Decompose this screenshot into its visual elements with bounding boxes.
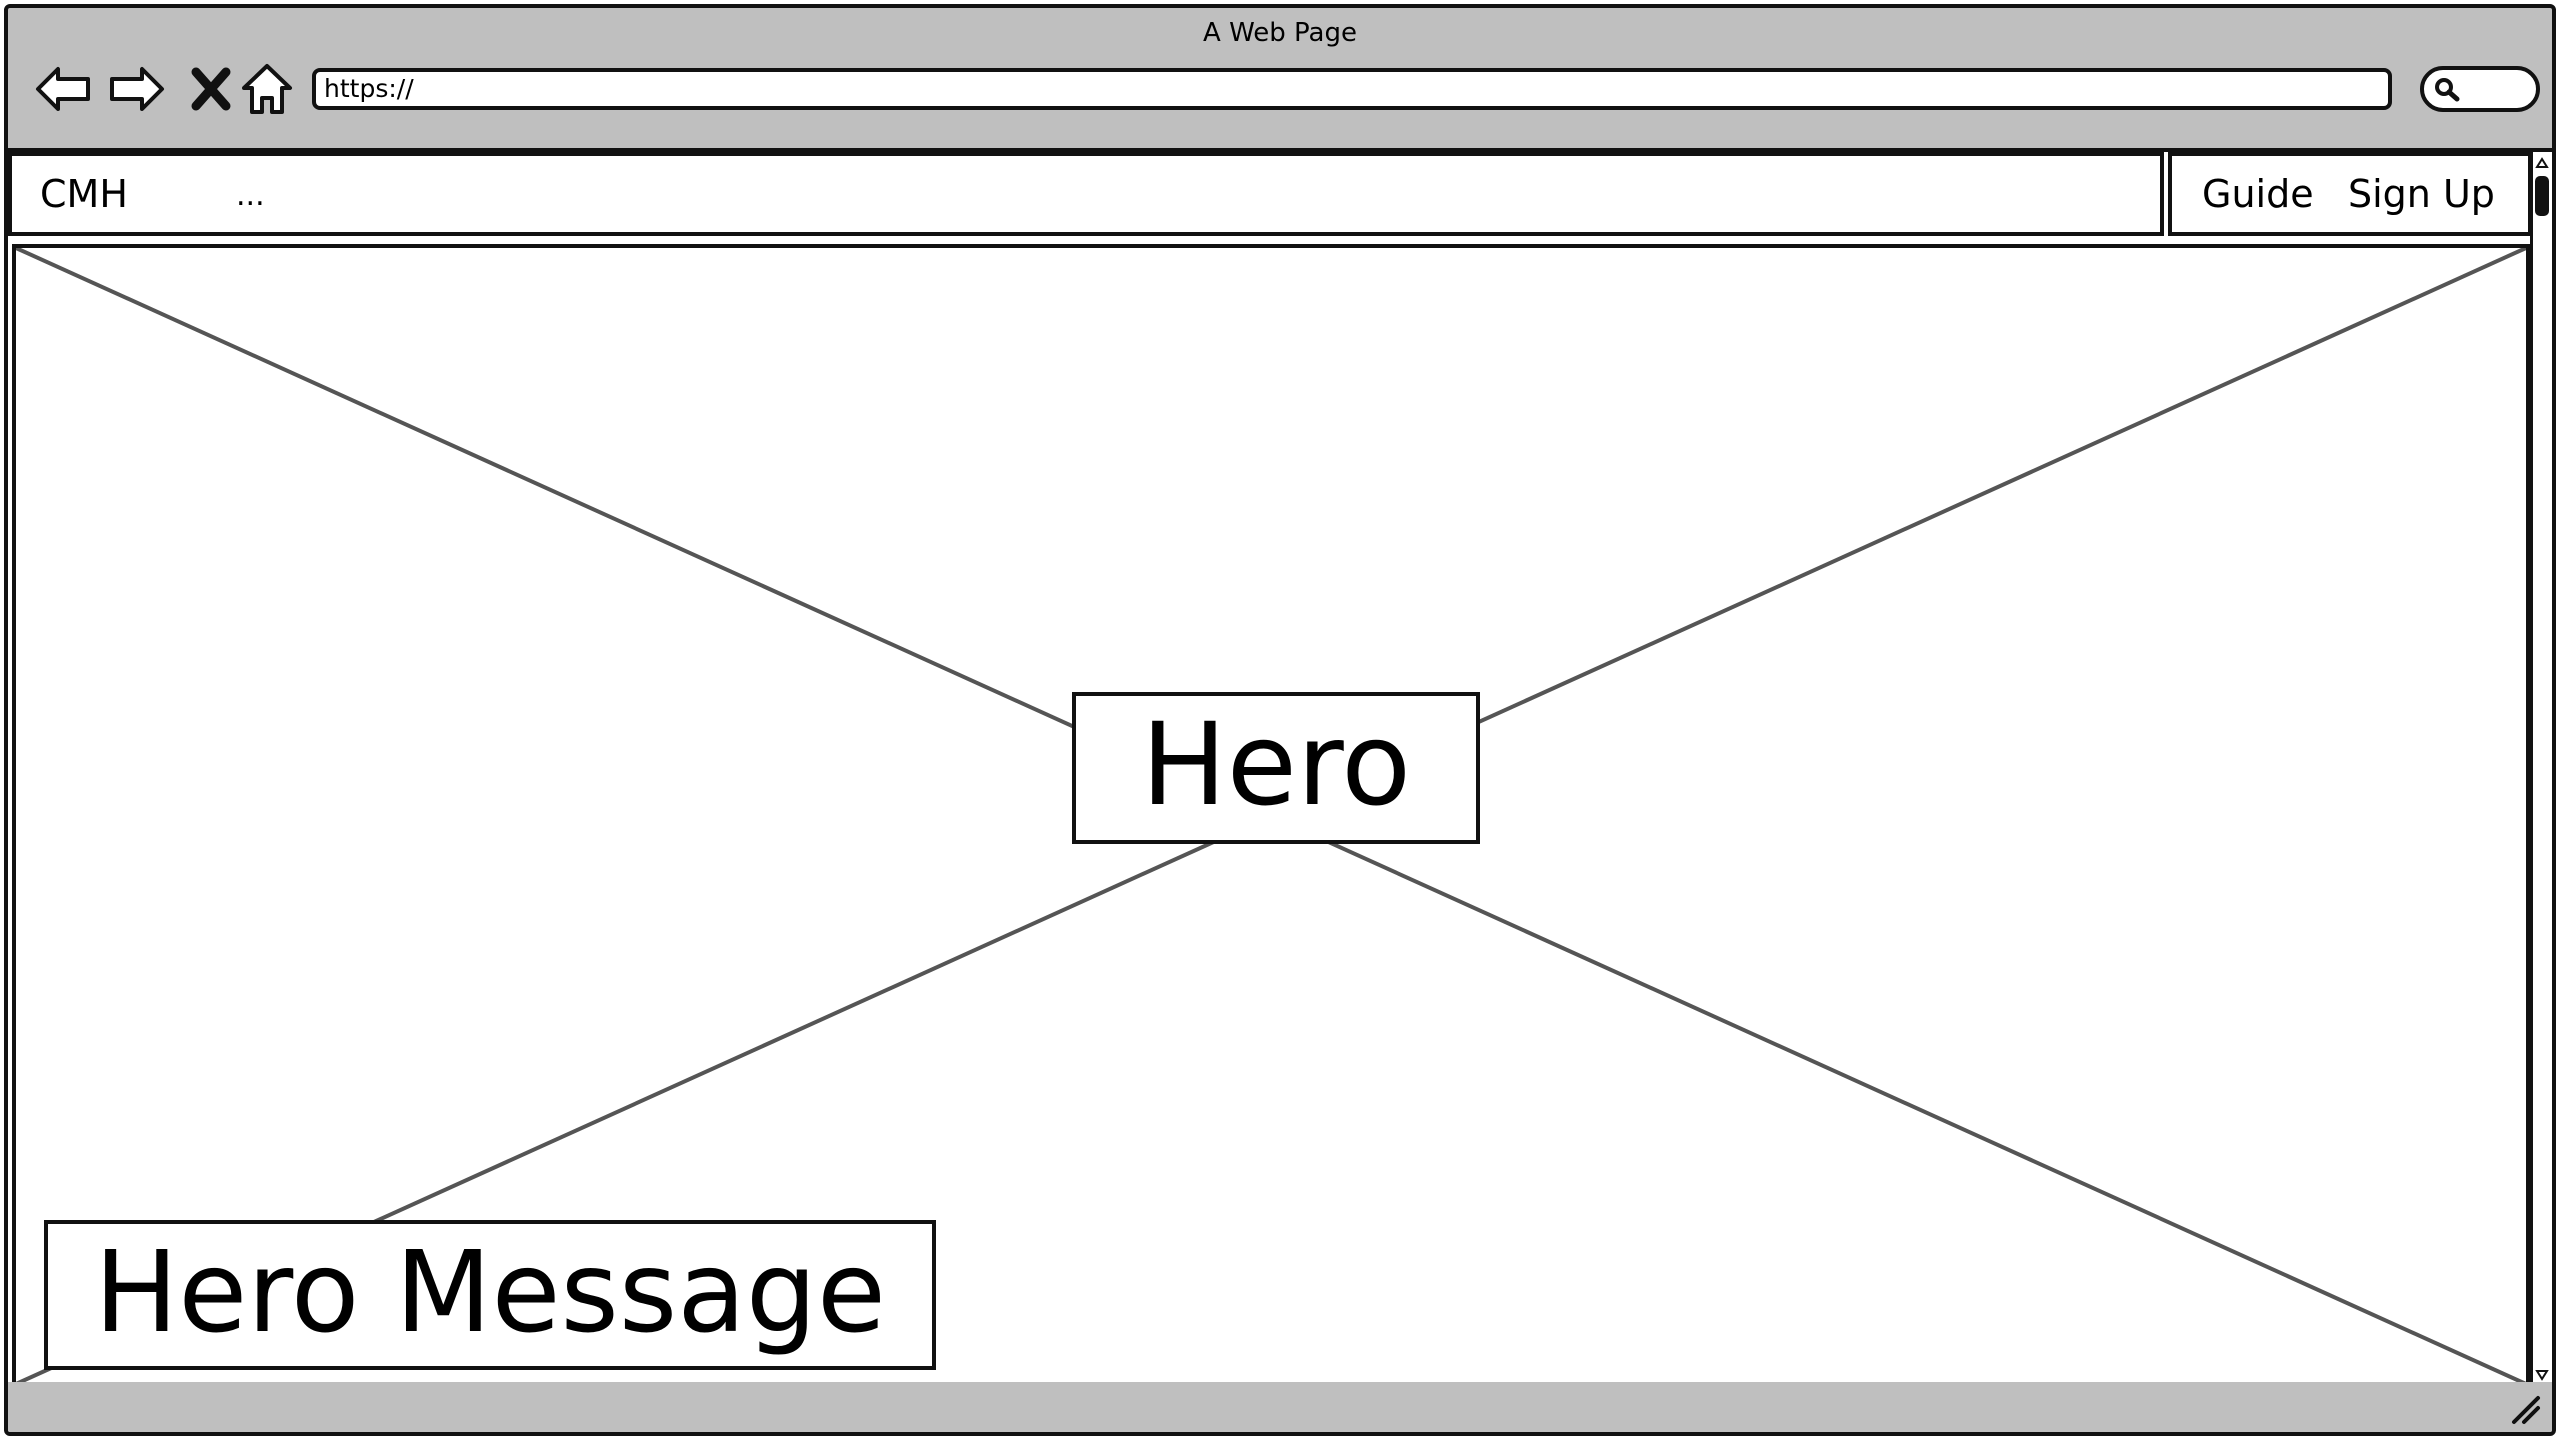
resize-grip-icon[interactable] xyxy=(2508,1392,2542,1426)
scroll-up-icon[interactable] xyxy=(2535,156,2549,170)
vertical-scrollbar[interactable] xyxy=(2530,148,2552,1390)
browser-search-button[interactable] xyxy=(2420,66,2540,112)
hero-section: Hero Hero Message xyxy=(12,244,2530,1388)
home-icon[interactable] xyxy=(236,58,298,120)
scroll-down-icon[interactable] xyxy=(2535,1368,2549,1382)
browser-toolbar: https:// xyxy=(8,48,2552,148)
header-more-menu[interactable]: ... xyxy=(236,178,265,213)
hero-label: Hero xyxy=(1072,692,1480,844)
scroll-thumb[interactable] xyxy=(2535,176,2549,216)
stop-icon[interactable] xyxy=(180,58,242,120)
hero-message: Hero Message xyxy=(44,1220,936,1370)
search-icon xyxy=(2432,74,2462,104)
header-nav: Guide Sign Up xyxy=(2168,152,2532,236)
nav-link-sign-up[interactable]: Sign Up xyxy=(2348,172,2495,216)
forward-icon[interactable] xyxy=(106,58,168,120)
page-viewport: CMH ... Guide Sign Up Hero Hero Message xyxy=(8,148,2552,1390)
site-brand[interactable]: CMH xyxy=(40,172,128,216)
address-bar[interactable]: https:// xyxy=(312,68,2392,110)
back-icon[interactable] xyxy=(32,58,94,120)
status-bar xyxy=(8,1382,2552,1432)
site-header: CMH ... xyxy=(8,152,2164,236)
browser-window: A Web Page https:// CMH ... Guide Sign U… xyxy=(4,4,2556,1436)
nav-link-guide[interactable]: Guide xyxy=(2202,172,2314,216)
window-title: A Web Page xyxy=(1203,18,1357,48)
